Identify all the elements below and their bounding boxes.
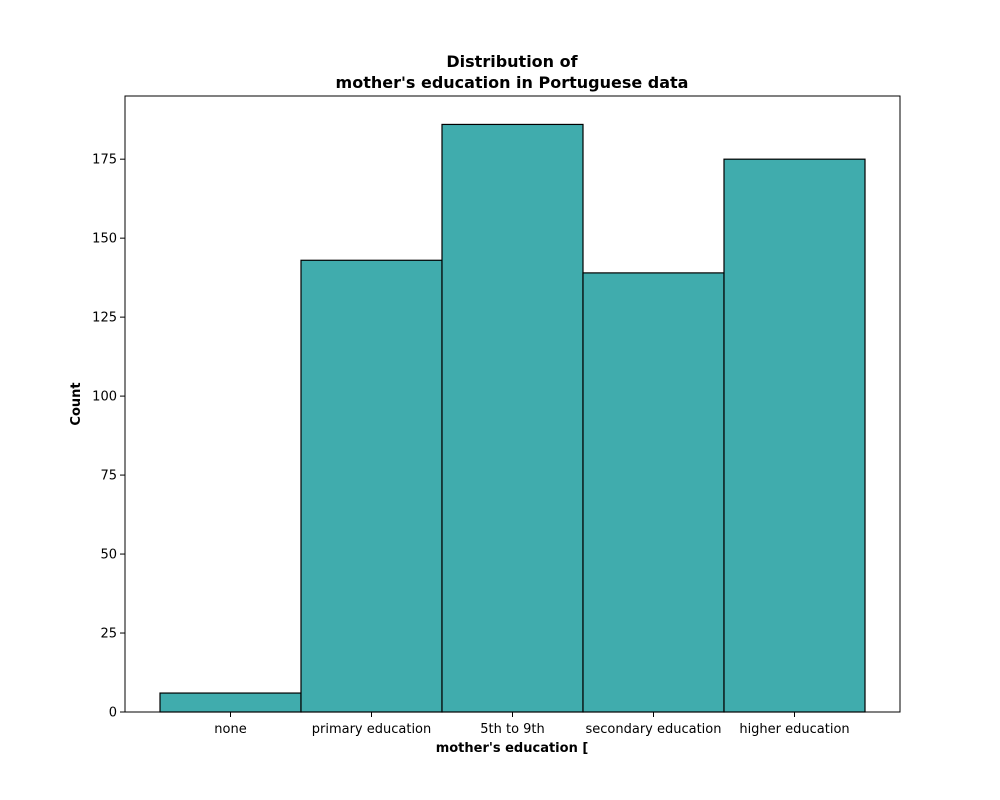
x-tick-label: secondary education (585, 722, 721, 737)
y-tick-label: 25 (100, 627, 117, 642)
x-tick-label: higher education (739, 722, 849, 737)
y-tick-label: 100 (92, 390, 117, 405)
y-tick-label: 0 (109, 706, 117, 721)
x-axis-label: mother's education [ (436, 741, 589, 756)
bars-group (159, 123, 866, 713)
plot-frame (124, 95, 901, 713)
y-tick-label: 50 (100, 548, 117, 563)
bar (723, 158, 866, 713)
bar (582, 272, 725, 713)
y-tick-label: 175 (92, 153, 117, 168)
y-tick-label: 125 (92, 311, 117, 326)
x-ticks-group: none primary education 5th to 9th secondary… (214, 712, 850, 737)
y-axis-label: Count (69, 382, 84, 425)
y-tick-label: 150 (92, 232, 117, 247)
x-tick-label: 5th to 9th (480, 722, 545, 737)
bar (159, 692, 302, 713)
chart-title-line-1: Distribution of (446, 52, 578, 71)
bar (441, 123, 584, 713)
y-ticks-group: 0 25 50 75 100 125 150 175 (92, 153, 125, 721)
x-tick-label: primary education (312, 722, 432, 737)
y-tick-label: 75 (100, 469, 117, 484)
chart-title-line-2: mother's education in Portuguese data (336, 73, 689, 92)
bar (300, 259, 443, 713)
x-tick-label: none (214, 722, 246, 737)
